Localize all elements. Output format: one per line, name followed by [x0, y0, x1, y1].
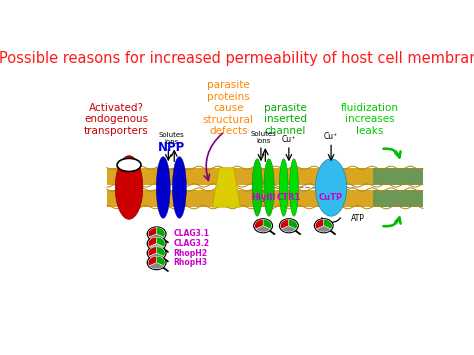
Wedge shape	[315, 219, 324, 229]
Ellipse shape	[252, 159, 263, 216]
Text: Cu⁺: Cu⁺	[324, 132, 338, 141]
Text: fluidization
increases
leaks: fluidization increases leaks	[341, 103, 399, 136]
Wedge shape	[149, 263, 164, 269]
Ellipse shape	[117, 158, 141, 171]
Wedge shape	[280, 219, 289, 229]
Text: RhopH2: RhopH2	[173, 248, 207, 258]
Wedge shape	[289, 219, 297, 229]
Text: NPP: NPP	[158, 141, 185, 154]
Text: CLAG3.1: CLAG3.1	[173, 229, 209, 239]
Ellipse shape	[279, 159, 288, 216]
Text: Cu⁺: Cu⁺	[282, 135, 296, 144]
Wedge shape	[148, 228, 156, 237]
Text: CTR1: CTR1	[277, 193, 301, 202]
Text: Solutes
ions: Solutes ions	[250, 131, 276, 144]
Wedge shape	[324, 219, 332, 229]
Ellipse shape	[156, 157, 170, 218]
Circle shape	[147, 227, 166, 241]
Text: CuTP: CuTP	[319, 193, 343, 202]
Wedge shape	[148, 247, 156, 256]
Text: HlyIII: HlyIII	[251, 193, 275, 202]
Text: ATP: ATP	[351, 214, 365, 223]
Wedge shape	[149, 253, 164, 260]
Bar	[107, 190, 423, 207]
Bar	[374, 190, 423, 207]
Ellipse shape	[115, 156, 143, 219]
Wedge shape	[156, 247, 165, 256]
Text: CLAG3.2: CLAG3.2	[173, 239, 209, 248]
Wedge shape	[256, 226, 271, 232]
Circle shape	[254, 219, 273, 233]
Wedge shape	[282, 226, 296, 232]
Text: parasite
proteins
cause
structural
defects: parasite proteins cause structural defec…	[203, 80, 254, 136]
Circle shape	[147, 236, 166, 250]
Bar	[374, 168, 423, 185]
Wedge shape	[156, 237, 165, 247]
Text: parasite
inserted
channel: parasite inserted channel	[264, 103, 307, 136]
Wedge shape	[255, 219, 263, 229]
Wedge shape	[316, 226, 331, 232]
Circle shape	[280, 219, 298, 233]
Circle shape	[147, 256, 166, 269]
Ellipse shape	[173, 157, 186, 218]
Wedge shape	[156, 256, 165, 266]
Circle shape	[147, 246, 166, 260]
Wedge shape	[149, 244, 164, 250]
Ellipse shape	[290, 159, 299, 216]
Ellipse shape	[316, 159, 346, 216]
Wedge shape	[156, 228, 165, 237]
Text: RhopH3: RhopH3	[173, 258, 207, 267]
Ellipse shape	[264, 159, 274, 216]
Polygon shape	[212, 168, 240, 207]
Wedge shape	[149, 234, 164, 240]
Text: Activated?
endogenous
transporters: Activated? endogenous transporters	[84, 103, 148, 136]
Text: Solutes
ions: Solutes ions	[158, 132, 184, 145]
Circle shape	[314, 219, 333, 233]
Wedge shape	[148, 237, 156, 247]
Bar	[107, 168, 423, 185]
Wedge shape	[148, 256, 156, 266]
Wedge shape	[263, 219, 272, 229]
Text: Possible reasons for increased permeability of host cell membrane: Possible reasons for increased permeabil…	[0, 51, 474, 66]
